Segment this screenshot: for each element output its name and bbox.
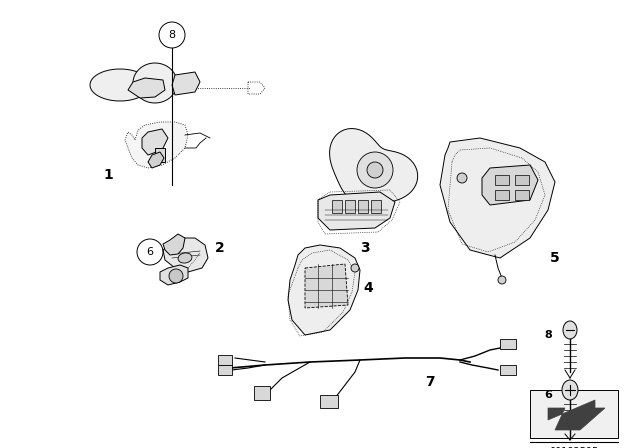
Circle shape xyxy=(357,152,393,188)
Polygon shape xyxy=(358,200,368,213)
Polygon shape xyxy=(254,386,270,400)
Polygon shape xyxy=(163,234,185,255)
Polygon shape xyxy=(128,78,165,98)
Polygon shape xyxy=(332,200,342,213)
Polygon shape xyxy=(125,122,188,168)
Text: 3: 3 xyxy=(360,241,370,255)
Polygon shape xyxy=(495,190,509,200)
Polygon shape xyxy=(288,245,360,335)
Text: 6: 6 xyxy=(544,390,552,400)
Circle shape xyxy=(457,173,467,183)
Text: 8: 8 xyxy=(544,330,552,340)
Polygon shape xyxy=(548,400,605,430)
Ellipse shape xyxy=(562,380,578,400)
Polygon shape xyxy=(345,200,355,213)
Text: 00183595: 00183595 xyxy=(549,447,598,448)
Polygon shape xyxy=(500,365,516,375)
Polygon shape xyxy=(371,200,381,213)
Text: 5: 5 xyxy=(550,251,560,265)
Polygon shape xyxy=(155,148,165,162)
Polygon shape xyxy=(160,265,188,285)
Polygon shape xyxy=(218,355,232,365)
Circle shape xyxy=(169,269,183,283)
Polygon shape xyxy=(482,165,538,205)
Polygon shape xyxy=(318,192,395,230)
Polygon shape xyxy=(148,152,164,168)
Circle shape xyxy=(351,264,359,272)
Polygon shape xyxy=(172,72,200,95)
Text: 1: 1 xyxy=(103,168,113,182)
Circle shape xyxy=(367,162,383,178)
Text: 7: 7 xyxy=(425,375,435,389)
Polygon shape xyxy=(142,129,168,155)
Circle shape xyxy=(498,276,506,284)
Text: 6: 6 xyxy=(147,247,154,257)
Polygon shape xyxy=(330,129,418,204)
Polygon shape xyxy=(515,190,529,200)
Polygon shape xyxy=(440,138,555,258)
Ellipse shape xyxy=(563,321,577,339)
Polygon shape xyxy=(133,63,177,103)
Polygon shape xyxy=(515,175,529,185)
Polygon shape xyxy=(500,339,516,349)
Ellipse shape xyxy=(178,253,192,263)
Polygon shape xyxy=(163,238,208,272)
Text: 4: 4 xyxy=(363,281,373,295)
Polygon shape xyxy=(305,264,348,308)
Polygon shape xyxy=(218,365,232,375)
Polygon shape xyxy=(90,69,150,101)
Text: 2: 2 xyxy=(215,241,225,255)
Polygon shape xyxy=(530,390,618,438)
Text: 8: 8 xyxy=(168,30,175,40)
Polygon shape xyxy=(495,175,509,185)
Polygon shape xyxy=(320,395,338,408)
